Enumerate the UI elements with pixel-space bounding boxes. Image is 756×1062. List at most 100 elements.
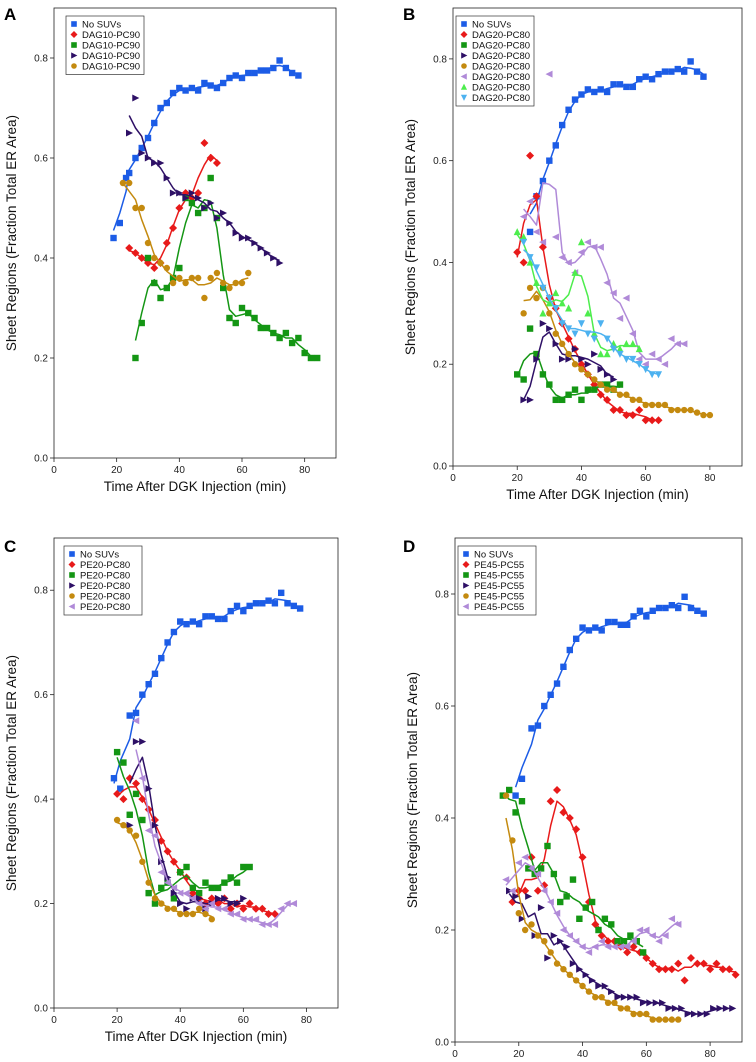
data-point (553, 960, 561, 967)
x-tick-label: 80 (704, 473, 716, 484)
data-point (132, 354, 139, 362)
data-point (590, 329, 598, 337)
legend-entry: DAG20-PC80 (472, 93, 530, 104)
data-point (144, 805, 153, 814)
data-point (610, 375, 618, 384)
data-point (572, 825, 581, 834)
data-point (188, 84, 196, 92)
data-point (610, 943, 618, 951)
data-point (289, 900, 298, 908)
legend-entry: PE20-PC80 (80, 570, 130, 581)
data-point (151, 279, 158, 287)
x-tick-label: 20 (512, 473, 524, 484)
data-point (227, 874, 234, 881)
data-point (189, 618, 197, 625)
data-point (700, 411, 707, 419)
chart-panel-b: B 0 20 40 60 80 0.0 0.2 0.4 0.6 0.8 Time After DGK … (403, 5, 743, 502)
data-point (572, 977, 580, 984)
data-point (534, 870, 542, 878)
data-point (170, 895, 178, 902)
data-point (188, 199, 196, 207)
data-point (144, 154, 152, 162)
data-point (686, 954, 695, 962)
data-point (571, 330, 579, 338)
data-point (563, 893, 570, 900)
data-point (176, 84, 183, 92)
data-point (126, 129, 134, 137)
data-point (598, 994, 605, 1001)
data-point (226, 314, 233, 322)
data-point (176, 889, 184, 897)
legend-entry: DAG20-PC80 (472, 40, 530, 51)
data-point (642, 366, 650, 374)
data-point (725, 965, 734, 974)
legend-marker (462, 603, 469, 610)
data-point (264, 910, 273, 918)
data-point (132, 738, 140, 746)
data-point (227, 607, 234, 615)
data-point (214, 894, 222, 902)
legend-marker (68, 603, 75, 610)
y-tick-label: 0.0 (34, 1004, 48, 1015)
data-point (584, 86, 592, 93)
data-point (579, 624, 586, 631)
legend-marker (71, 63, 77, 69)
series-trend-line (523, 290, 710, 416)
data-point (240, 607, 247, 615)
data-point (251, 239, 259, 247)
y-tick-label: 0.0 (433, 462, 447, 473)
data-point (526, 396, 534, 404)
data-point (295, 334, 302, 342)
series-4 (502, 792, 682, 1023)
data-point (169, 189, 177, 197)
data-point (202, 613, 209, 620)
data-point (591, 943, 599, 951)
panel-label: B (403, 5, 415, 24)
data-point (648, 416, 657, 425)
data-point (232, 279, 239, 287)
data-point (169, 224, 178, 232)
data-point (546, 381, 553, 388)
data-point (226, 910, 234, 918)
data-point (202, 879, 209, 886)
data-point (506, 786, 513, 794)
data-point (207, 894, 216, 903)
data-point (557, 937, 565, 945)
data-point (525, 892, 533, 900)
data-point (182, 87, 189, 94)
data-point (661, 965, 670, 974)
data-point (597, 350, 605, 358)
data-point (642, 926, 650, 934)
data-point (546, 797, 555, 806)
data-point (565, 391, 572, 398)
data-point (232, 72, 239, 79)
x-axis-label: Time After DGK Injection (min) (105, 1029, 288, 1044)
panel-label: C (4, 537, 16, 556)
y-tick-label: 0.6 (34, 690, 48, 701)
data-point (591, 376, 598, 383)
data-point (582, 904, 589, 911)
data-point (546, 310, 553, 317)
data-point (552, 142, 559, 149)
data-point (176, 274, 183, 282)
data-point (598, 627, 605, 634)
data-point (678, 1004, 686, 1012)
legend-marker (460, 83, 468, 90)
data-point (731, 970, 740, 979)
data-point (201, 905, 209, 913)
data-point (139, 691, 146, 698)
data-point (622, 340, 630, 348)
data-point (558, 396, 566, 404)
data-point (693, 409, 701, 416)
data-point (565, 814, 574, 822)
data-point (207, 82, 214, 89)
data-point (257, 67, 264, 74)
data-point (521, 886, 530, 895)
data-point (264, 920, 272, 928)
data-point (163, 99, 170, 107)
data-point (119, 179, 127, 187)
data-point (668, 915, 676, 923)
data-point (668, 602, 676, 609)
data-point (545, 294, 553, 302)
data-point (603, 370, 611, 378)
